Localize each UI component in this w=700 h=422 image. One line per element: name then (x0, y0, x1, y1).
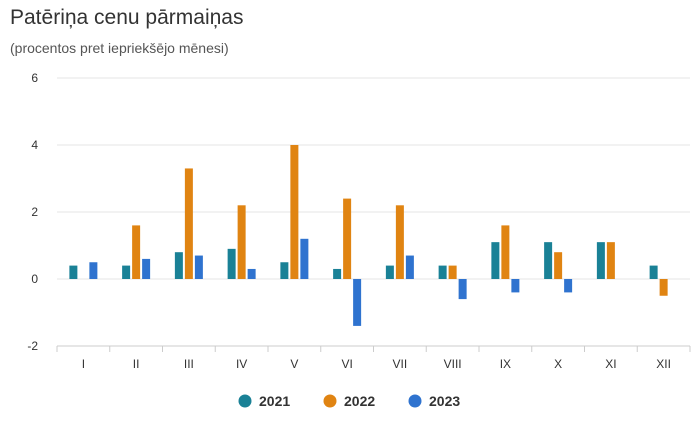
bar-2021 (544, 242, 553, 279)
x-tick-label: VI (341, 357, 352, 371)
legend-label-2023: 2023 (429, 393, 460, 409)
bar-2022 (237, 205, 246, 279)
bar-2021 (333, 268, 342, 279)
bar-2023 (353, 279, 362, 326)
bar-2022 (448, 265, 457, 279)
x-tick-label: III (184, 357, 194, 371)
bar-2023 (142, 258, 151, 279)
bar-2021 (280, 262, 289, 279)
y-tick-label: 4 (31, 138, 38, 152)
x-tick-label: I (82, 357, 85, 371)
bar-2022 (606, 242, 615, 279)
y-tick-label: 6 (31, 71, 38, 85)
chart-title: Patēriņa cenu pārmaiņas (10, 6, 244, 29)
bar-2022 (132, 225, 141, 279)
y-tick-label: 2 (31, 205, 38, 219)
legend-label-2022: 2022 (344, 393, 375, 409)
chart-subtitle: (procentos pret iepriekšējo mēnesi) (10, 40, 229, 56)
bar-2022 (554, 252, 563, 279)
bar-2021 (122, 265, 131, 279)
bar-2022 (184, 168, 193, 279)
legend-marker-2021 (238, 394, 252, 408)
x-tick-label: II (133, 357, 140, 371)
bar-2023 (405, 255, 414, 279)
bar-2023 (458, 279, 467, 300)
legend-label-2021: 2021 (259, 393, 290, 409)
bar-2023 (564, 279, 573, 293)
x-tick-label: XI (605, 357, 616, 371)
legend-marker-2022 (323, 394, 337, 408)
bar-2021 (491, 242, 500, 279)
bar-2022 (501, 225, 510, 279)
bar-2023 (194, 255, 203, 279)
bar-2023 (247, 268, 256, 279)
bar-2022 (659, 279, 668, 296)
legend-marker-2023 (408, 394, 422, 408)
bar-2022 (395, 205, 404, 279)
bar-2022 (343, 198, 352, 279)
bar-2021 (174, 252, 183, 279)
bar-2021 (649, 265, 658, 279)
bar-2023 (300, 238, 309, 279)
x-tick-label: X (554, 357, 562, 371)
y-tick-label: 0 (31, 272, 38, 286)
bar-2021 (69, 265, 78, 279)
x-tick-label: V (290, 357, 298, 371)
bar-2022 (290, 145, 299, 279)
bar-2021 (596, 242, 605, 279)
bar-2021 (385, 265, 394, 279)
x-tick-label: XII (656, 357, 671, 371)
x-tick-label: IV (236, 357, 247, 371)
bar-2023 (89, 262, 98, 279)
bar-2021 (227, 248, 236, 279)
x-tick-label: VII (393, 357, 408, 371)
bar-2023 (511, 279, 520, 293)
x-tick-label: VIII (444, 357, 462, 371)
y-tick-label: -2 (27, 339, 38, 353)
x-tick-label: IX (500, 357, 511, 371)
bar-2021 (438, 265, 447, 279)
